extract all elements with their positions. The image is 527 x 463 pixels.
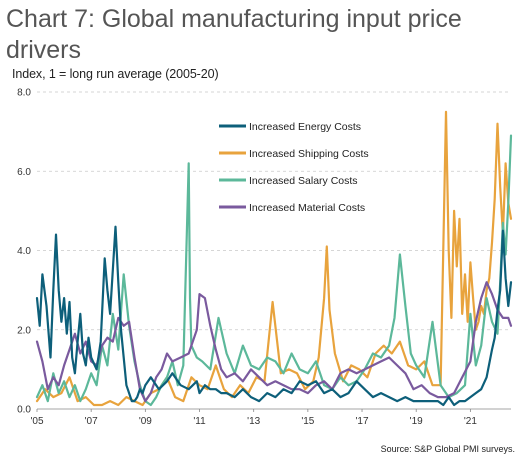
y-tick-label: 6.0	[17, 167, 31, 178]
source-note: Source: S&P Global PMI surveys.	[380, 444, 515, 454]
y-tick-label: 0.0	[17, 405, 31, 416]
legend-label: Increased Energy Costs	[249, 121, 361, 133]
series-line-increased-energy-costs	[35, 225, 513, 407]
x-tick-label: '19	[410, 416, 423, 427]
series-line-increased-salary-costs	[35, 134, 513, 407]
x-tick-label: '13	[247, 416, 260, 427]
x-tick-label: '07	[85, 416, 98, 427]
y-tick-label: 8.0	[17, 88, 31, 99]
legend: Increased Energy Costs Increased Shipping…	[219, 121, 369, 214]
y-axis-label: Index, 1 = long run average (2005-20)	[12, 67, 219, 81]
x-tick-label: '21	[464, 416, 477, 427]
x-tick-labels: '05 '07 '09 '11 '13 '15 '17 '19 '21	[30, 408, 511, 427]
legend-label: Increased Shipping Costs	[249, 148, 369, 160]
x-tick-label: '09	[139, 416, 152, 427]
series-lines	[35, 110, 513, 407]
y-tick-labels: 0.0 2.0 4.0 6.0 8.0	[17, 88, 31, 416]
y-tick-label: 4.0	[17, 246, 31, 257]
x-tick-label: '17	[356, 416, 369, 427]
legend-label: Increased Salary Costs	[249, 175, 358, 187]
legend-label: Increased Material Costs	[249, 202, 365, 214]
series-line-increased-material-costs	[35, 281, 513, 403]
page-title: Chart 7: Global manufacturing input pric…	[6, 5, 462, 64]
x-tick-label: '15	[301, 416, 314, 427]
x-tick-label: '11	[193, 416, 206, 427]
series-line-increased-shipping-costs	[35, 110, 513, 407]
y-tick-label: 2.0	[17, 325, 31, 336]
x-tick-label: '05	[30, 416, 43, 427]
